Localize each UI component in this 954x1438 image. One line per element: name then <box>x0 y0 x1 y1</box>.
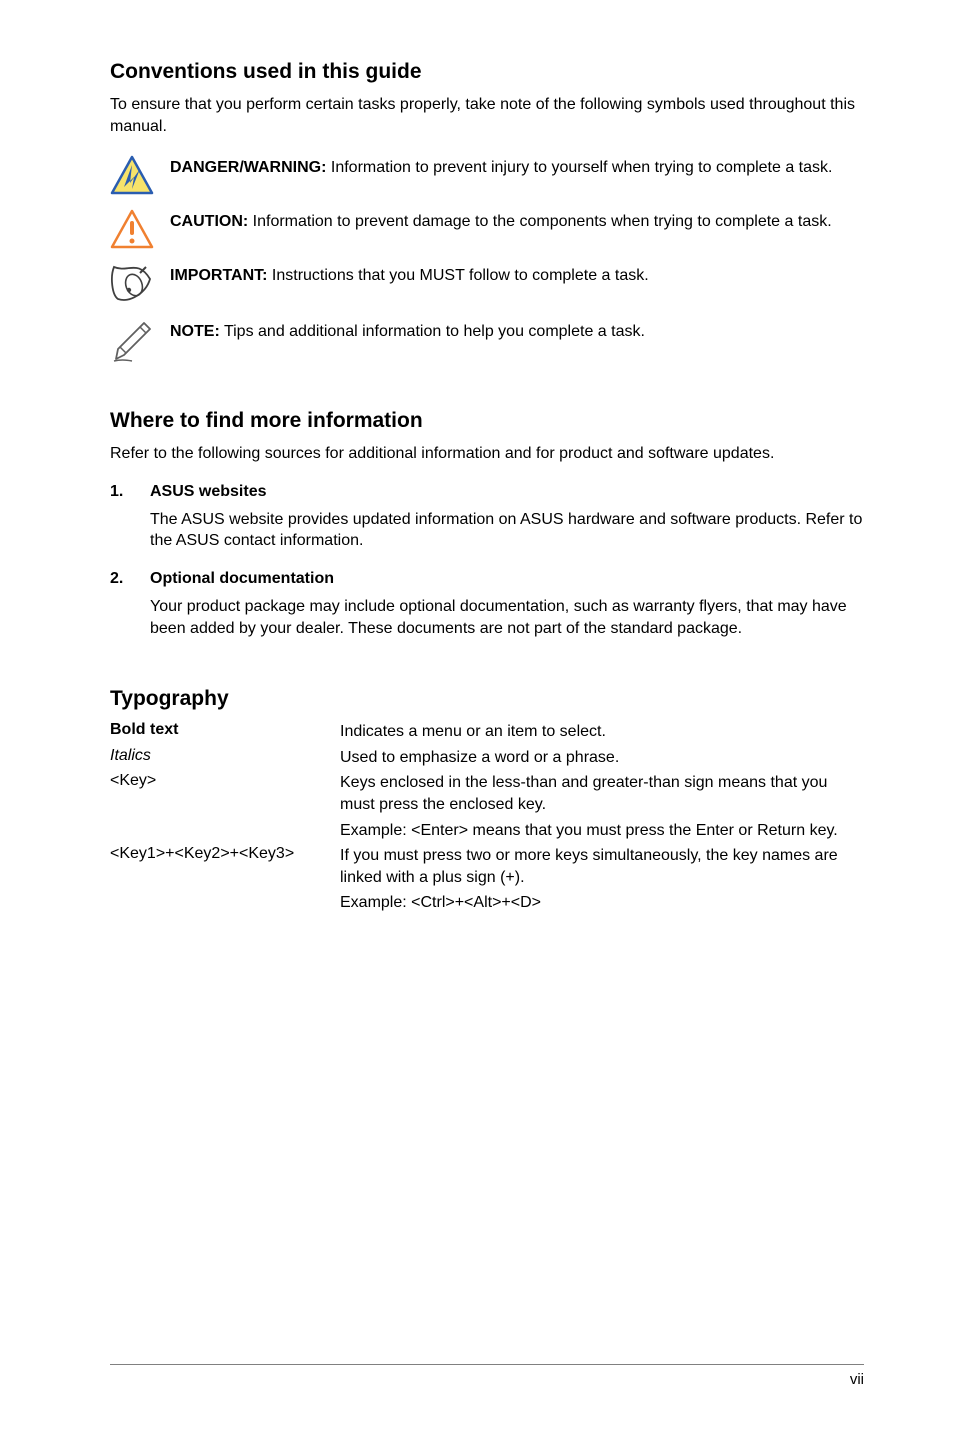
where-item-2-num: 2. <box>110 570 150 588</box>
typo-italics-left: Italics <box>110 747 340 769</box>
typo-bold-left: Bold text <box>110 721 340 743</box>
typo-multikey-right: If you must press two or more keys simul… <box>340 845 864 888</box>
note-icon <box>110 319 170 365</box>
typo-row-key: <Key> Keys enclosed in the less-than and… <box>110 772 864 815</box>
important-icon <box>110 263 170 305</box>
important-desc: Instructions that you MUST follow to com… <box>267 267 648 284</box>
where-item-1-title: ASUS websites <box>150 483 266 501</box>
note-text: NOTE: Tips and additional information to… <box>170 319 864 343</box>
page-number: vii <box>850 1371 864 1388</box>
caution-icon <box>110 209 170 249</box>
where-item-2-body: Your product package may include optiona… <box>150 596 864 639</box>
typo-multikey-ex-left <box>110 892 340 914</box>
danger-text: DANGER/WARNING: Information to prevent i… <box>170 155 864 179</box>
icon-row-caution: CAUTION: Information to prevent damage t… <box>110 209 864 249</box>
where-item-2: 2. Optional documentation Your product p… <box>110 570 864 639</box>
page-container: Conventions used in this guide To ensure… <box>0 0 954 1438</box>
typo-row-italics: Italics Used to emphasize a word or a ph… <box>110 747 864 769</box>
typo-key-ex-right: Example: <Enter> means that you must pre… <box>340 820 864 842</box>
where-item-2-title: Optional documentation <box>150 570 334 588</box>
danger-icon <box>110 155 170 195</box>
typo-bold-right: Indicates a menu or an item to select. <box>340 721 864 743</box>
danger-desc: Information to prevent injury to yoursel… <box>326 159 832 176</box>
page-footer: vii <box>110 1364 864 1388</box>
typography-heading: Typography <box>110 687 864 711</box>
conventions-intro: To ensure that you perform certain tasks… <box>110 94 864 137</box>
important-text: IMPORTANT: Instructions that you MUST fo… <box>170 263 864 287</box>
important-label: IMPORTANT: <box>170 267 267 284</box>
note-label: NOTE: <box>170 323 220 340</box>
typo-key-left: <Key> <box>110 772 340 815</box>
typo-italics-right: Used to emphasize a word or a phrase. <box>340 747 864 769</box>
note-desc: Tips and additional information to help … <box>220 323 645 340</box>
where-item-1-body: The ASUS website provides updated inform… <box>150 509 864 552</box>
typo-row-bold: Bold text Indicates a menu or an item to… <box>110 721 864 743</box>
typo-key-right: Keys enclosed in the less-than and great… <box>340 772 864 815</box>
icon-row-note: NOTE: Tips and additional information to… <box>110 319 864 365</box>
typo-key-ex-left <box>110 820 340 842</box>
typo-multikey-left: <Key1>+<Key2>+<Key3> <box>110 845 340 888</box>
where-heading: Where to find more information <box>110 409 864 433</box>
icon-row-danger: DANGER/WARNING: Information to prevent i… <box>110 155 864 195</box>
typo-row-key-ex: Example: <Enter> means that you must pre… <box>110 820 864 842</box>
conventions-heading: Conventions used in this guide <box>110 60 864 84</box>
typo-row-multikey-ex: Example: <Ctrl>+<Alt>+<D> <box>110 892 864 914</box>
caution-text: CAUTION: Information to prevent damage t… <box>170 209 864 233</box>
where-intro: Refer to the following sources for addit… <box>110 443 864 465</box>
caution-desc: Information to prevent damage to the com… <box>248 213 831 230</box>
icon-row-important: IMPORTANT: Instructions that you MUST fo… <box>110 263 864 305</box>
typo-multikey-ex-right: Example: <Ctrl>+<Alt>+<D> <box>340 892 864 914</box>
caution-label: CAUTION: <box>170 213 248 230</box>
where-list: 1. ASUS websites The ASUS website provid… <box>110 483 864 639</box>
danger-label: DANGER/WARNING: <box>170 159 326 176</box>
typo-row-multikey: <Key1>+<Key2>+<Key3> If you must press t… <box>110 845 864 888</box>
where-item-1-num: 1. <box>110 483 150 501</box>
where-item-1: 1. ASUS websites The ASUS website provid… <box>110 483 864 552</box>
